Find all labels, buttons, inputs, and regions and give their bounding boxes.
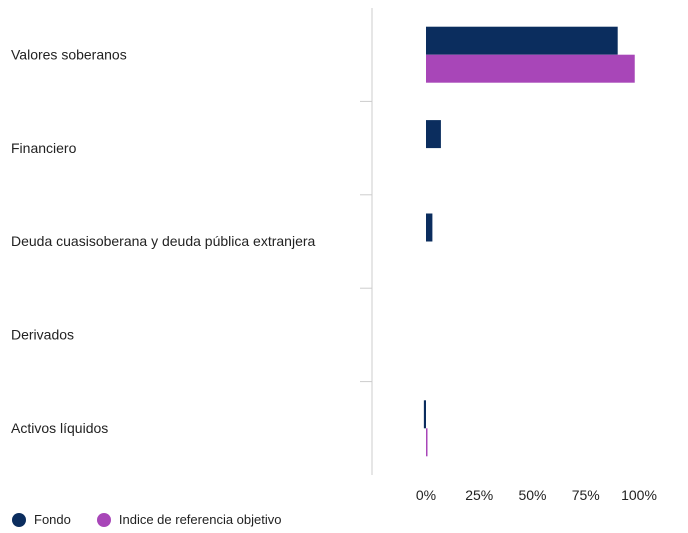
bars xyxy=(423,26,635,457)
x-tick-label: 25% xyxy=(465,487,493,503)
category-ticks xyxy=(360,100,372,383)
legend-item-indice[interactable]: Indice de referencia objetivo xyxy=(96,512,282,527)
bar-fondo[interactable] xyxy=(426,213,433,242)
category-label: Activos líquidos xyxy=(11,420,108,436)
category-label: Derivados xyxy=(11,327,74,343)
x-tick-label: 0% xyxy=(416,487,436,503)
x-tick-label: 100% xyxy=(621,487,657,503)
x-tick-label: 75% xyxy=(572,487,600,503)
bar-indice[interactable] xyxy=(426,54,635,83)
category-labels: Valores soberanos Financiero Deuda cuasiso… xyxy=(11,46,316,436)
bar-fondo[interactable] xyxy=(426,120,441,149)
legend-item-fondo[interactable]: Fondo xyxy=(12,512,71,527)
category-label: Deuda cuasisoberana y deuda pública extr… xyxy=(11,233,316,249)
legend-swatch-indice xyxy=(96,512,111,527)
legend: Fondo Indice de referencia objetivo xyxy=(12,512,307,527)
bar-indice[interactable] xyxy=(426,428,428,457)
category-label: Valores soberanos xyxy=(11,46,127,62)
bar-fondo[interactable] xyxy=(426,26,618,55)
x-tick-labels: 0% 25% 50% 75% 100% xyxy=(416,487,657,503)
legend-swatch-fondo xyxy=(12,512,26,527)
category-label: Financiero xyxy=(11,140,77,156)
legend-label-indice: Indice de referencia objetivo xyxy=(118,512,282,527)
bar-fondo[interactable] xyxy=(423,400,426,429)
legend-label-fondo: Fondo xyxy=(34,512,71,527)
x-tick-label: 50% xyxy=(518,487,546,503)
